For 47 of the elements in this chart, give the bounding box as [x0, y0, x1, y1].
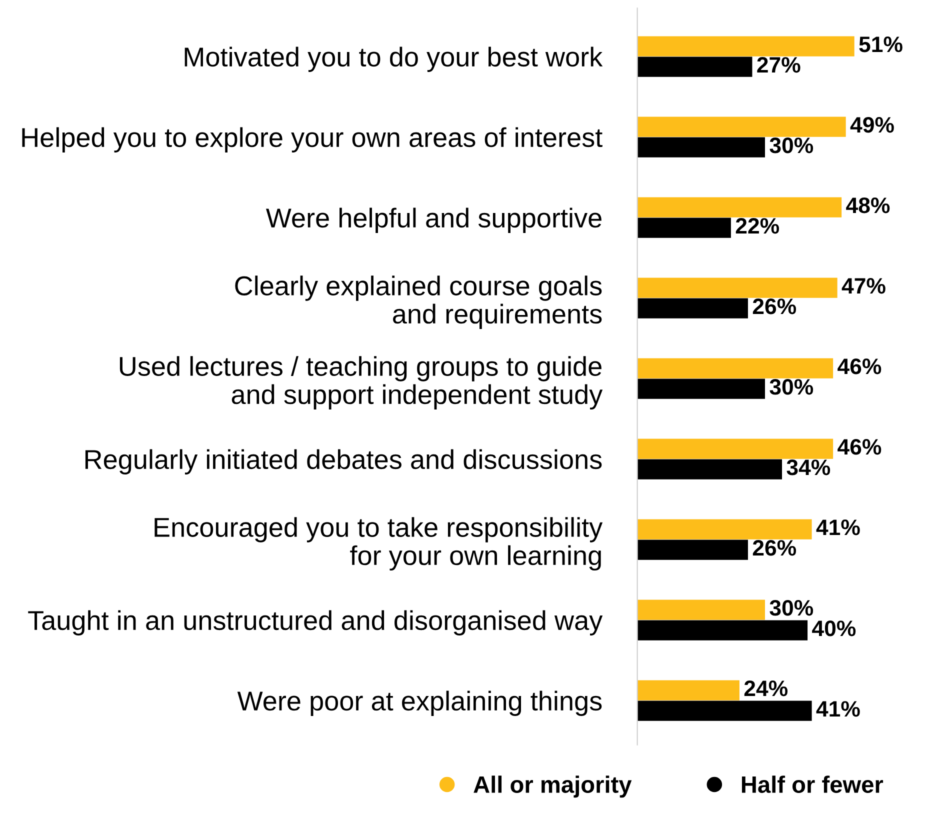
y-tick-label: Clearly explained course goals and requirements — [235, 276, 602, 330]
y-tick-label: Regularly initiated debates and discussions — [85, 449, 602, 474]
data-label: 41% — [816, 701, 860, 717]
data-label: 30% — [770, 379, 814, 395]
data-label: 40% — [812, 620, 856, 636]
bar — [637, 519, 812, 540]
data-label: 41% — [816, 520, 860, 536]
bar — [637, 438, 834, 459]
data-label: 46% — [838, 358, 882, 374]
data-label: 46% — [838, 439, 882, 455]
data-label: 24% — [744, 680, 788, 696]
bar — [637, 540, 748, 560]
bar — [637, 358, 834, 378]
data-label: 27% — [757, 57, 800, 73]
bar — [637, 378, 765, 399]
bar — [637, 298, 748, 318]
y-tick-label: Taught in an unstructured and disorganised way — [28, 610, 603, 636]
y-tick-label: Encouraged you to take responsibility for your own learning — [154, 517, 603, 571]
legend-label: All or majority — [474, 776, 632, 798]
legend-label: Half or fewer — [742, 776, 884, 793]
data-label: 34% — [786, 460, 830, 476]
data-label: 26% — [752, 540, 796, 556]
y-tick-label: Helped you to explore your own areas of interest — [22, 127, 602, 152]
bar — [637, 459, 782, 480]
y-tick-label: Were helpful and supportive — [266, 208, 602, 233]
bar — [637, 278, 838, 298]
data-label: 26% — [752, 298, 796, 314]
data-label: 30% — [770, 138, 814, 154]
data-label: 51% — [859, 36, 902, 52]
bar — [637, 700, 812, 721]
bar — [637, 116, 846, 137]
bar — [637, 680, 740, 700]
data-label: 22% — [736, 218, 780, 234]
data-label: 49% — [850, 116, 894, 133]
bar — [637, 137, 765, 158]
bar — [637, 36, 854, 56]
data-label: 30% — [770, 600, 814, 616]
bar — [637, 197, 842, 218]
bar — [637, 218, 731, 238]
data-label: 47% — [842, 278, 886, 294]
bar — [637, 600, 765, 620]
bar — [637, 56, 752, 77]
y-tick-label: Used lectures / teaching groups to guide and support independent study — [120, 356, 603, 410]
bar — [637, 620, 808, 640]
y-tick-label: Motivated you to do your best work — [184, 46, 603, 72]
data-label: 48% — [846, 198, 890, 214]
y-tick-label: Were poor at explaining things — [237, 690, 602, 716]
